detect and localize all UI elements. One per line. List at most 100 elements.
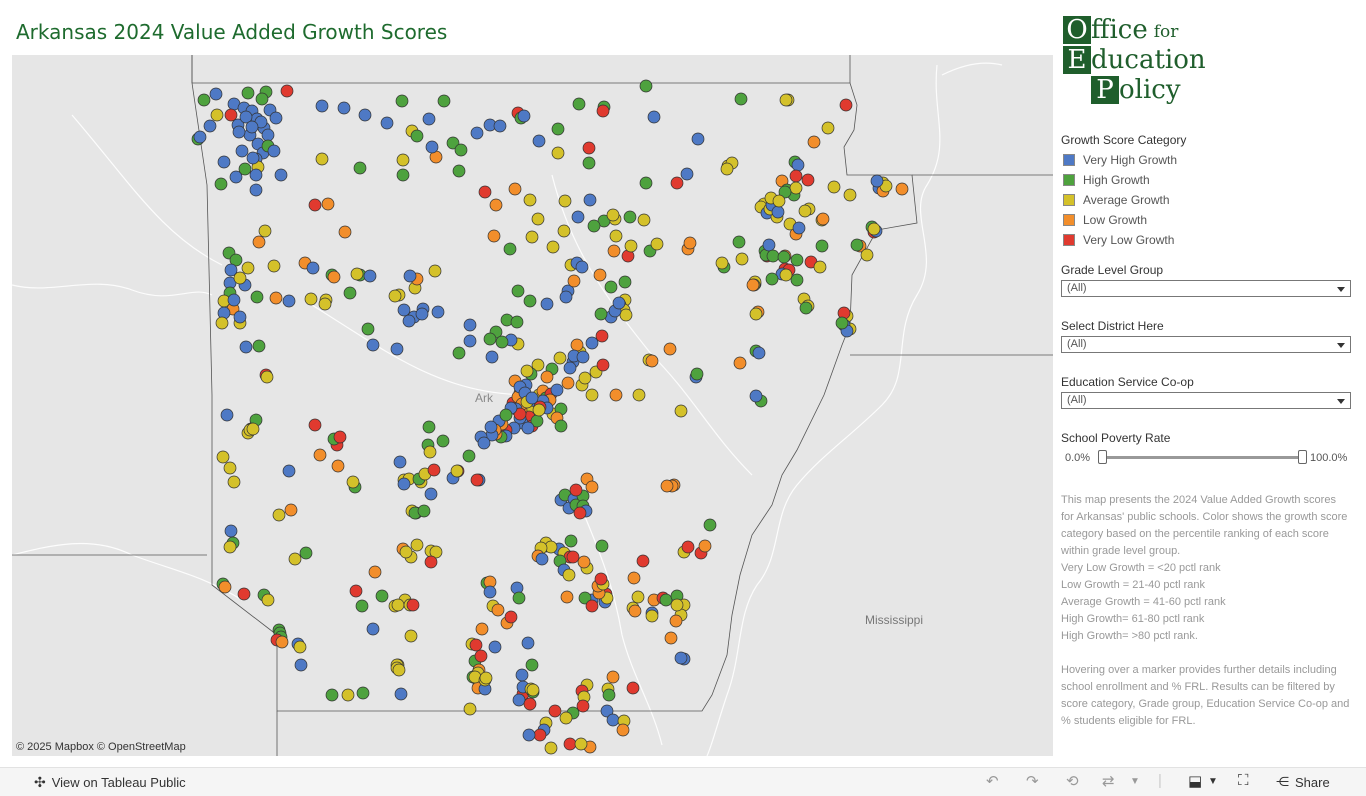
school-marker[interactable] [390,342,404,356]
school-marker[interactable] [410,538,424,552]
school-marker[interactable] [839,98,853,112]
school-marker[interactable] [485,350,499,364]
school-marker[interactable] [350,267,364,281]
school-marker[interactable] [522,728,536,742]
school-marker[interactable] [735,252,749,266]
school-marker[interactable] [368,565,382,579]
school-marker[interactable] [807,135,821,149]
school-marker[interactable] [553,351,567,365]
school-marker[interactable] [576,699,590,713]
school-marker[interactable] [628,604,642,618]
school-marker[interactable] [746,278,760,292]
school-marker[interactable] [237,587,251,601]
school-marker[interactable] [670,176,684,190]
school-marker[interactable] [261,128,275,142]
school-marker[interactable] [585,480,599,494]
school-marker[interactable] [463,318,477,332]
school-marker[interactable] [816,212,830,226]
school-marker[interactable] [623,210,637,224]
school-marker[interactable] [551,122,565,136]
school-marker[interactable] [595,329,609,343]
school-marker[interactable] [275,635,289,649]
school-marker[interactable] [470,473,484,487]
school-marker[interactable] [349,584,363,598]
school-marker[interactable] [647,110,661,124]
school-marker[interactable] [223,461,237,475]
school-marker[interactable] [569,483,583,497]
school-marker[interactable] [424,555,438,569]
school-marker[interactable] [361,322,375,336]
school-marker[interactable] [425,140,439,154]
school-marker[interactable] [815,239,829,253]
school-marker[interactable] [220,408,234,422]
map-view[interactable]: Ark Mississippi © 2025 Mapbox © OpenStre… [12,55,1053,756]
school-marker[interactable] [353,161,367,175]
school-marker[interactable] [523,697,537,711]
school-marker[interactable] [639,79,653,93]
school-marker[interactable] [391,598,405,612]
school-marker[interactable] [239,340,253,354]
school-marker[interactable] [573,506,587,520]
school-marker[interactable] [596,104,610,118]
school-marker[interactable] [792,221,806,235]
school-marker[interactable] [341,688,355,702]
school-marker[interactable] [308,418,322,432]
legend-item[interactable]: Low Growth [1063,212,1147,228]
map-canvas[interactable]: Ark Mississippi [12,55,1053,756]
school-marker[interactable] [450,464,464,478]
map-attribution[interactable]: © 2025 Mapbox © OpenStreetMap [16,741,186,753]
school-marker[interactable] [313,448,327,462]
school-marker[interactable] [632,388,646,402]
school-marker[interactable] [431,305,445,319]
school-marker[interactable] [396,153,410,167]
school-marker[interactable] [499,408,513,422]
school-marker[interactable] [563,737,577,751]
school-marker[interactable] [560,590,574,604]
school-marker[interactable] [585,336,599,350]
school-marker[interactable] [544,741,558,755]
school-marker[interactable] [343,286,357,300]
school-marker[interactable] [229,170,243,184]
school-marker[interactable] [495,335,509,349]
school-marker[interactable] [512,693,526,707]
school-marker[interactable] [681,540,695,554]
school-marker[interactable] [238,162,252,176]
chevron-down-icon[interactable]: ▼ [1208,776,1218,787]
school-marker[interactable] [308,198,322,212]
school-marker[interactable] [594,307,608,321]
school-marker[interactable] [333,430,347,444]
school-marker[interactable] [582,141,596,155]
school-marker[interactable] [563,361,577,375]
school-marker[interactable] [422,420,436,434]
school-marker[interactable] [479,671,493,685]
school-marker[interactable] [366,622,380,636]
school-marker[interactable] [779,93,793,107]
poverty-slider[interactable]: 0.0% 100.0% [1061,450,1361,466]
school-marker[interactable] [404,629,418,643]
school-marker[interactable] [504,610,518,624]
school-marker[interactable] [595,539,609,553]
school-marker[interactable] [267,144,281,158]
school-marker[interactable] [535,552,549,566]
school-marker[interactable] [752,346,766,360]
school-marker[interactable] [733,356,747,370]
school-marker[interactable] [674,651,688,665]
school-marker[interactable] [469,638,483,652]
undo-icon[interactable]: ↶ [986,773,999,790]
school-marker[interactable] [422,112,436,126]
school-marker[interactable] [203,119,217,133]
school-marker[interactable] [771,205,785,219]
school-marker[interactable] [241,86,255,100]
view-on-tableau-link[interactable]: ✣ View on Tableau Public [34,774,186,790]
school-marker[interactable] [606,670,620,684]
school-marker[interactable] [269,291,283,305]
school-marker[interactable] [193,130,207,144]
legend-item[interactable]: Very Low Growth [1063,232,1174,248]
school-marker[interactable] [280,84,294,98]
school-marker[interactable] [749,307,763,321]
school-marker[interactable] [663,342,677,356]
school-marker[interactable] [511,284,525,298]
school-marker[interactable] [366,338,380,352]
school-marker[interactable] [463,334,477,348]
school-marker[interactable] [487,229,501,243]
